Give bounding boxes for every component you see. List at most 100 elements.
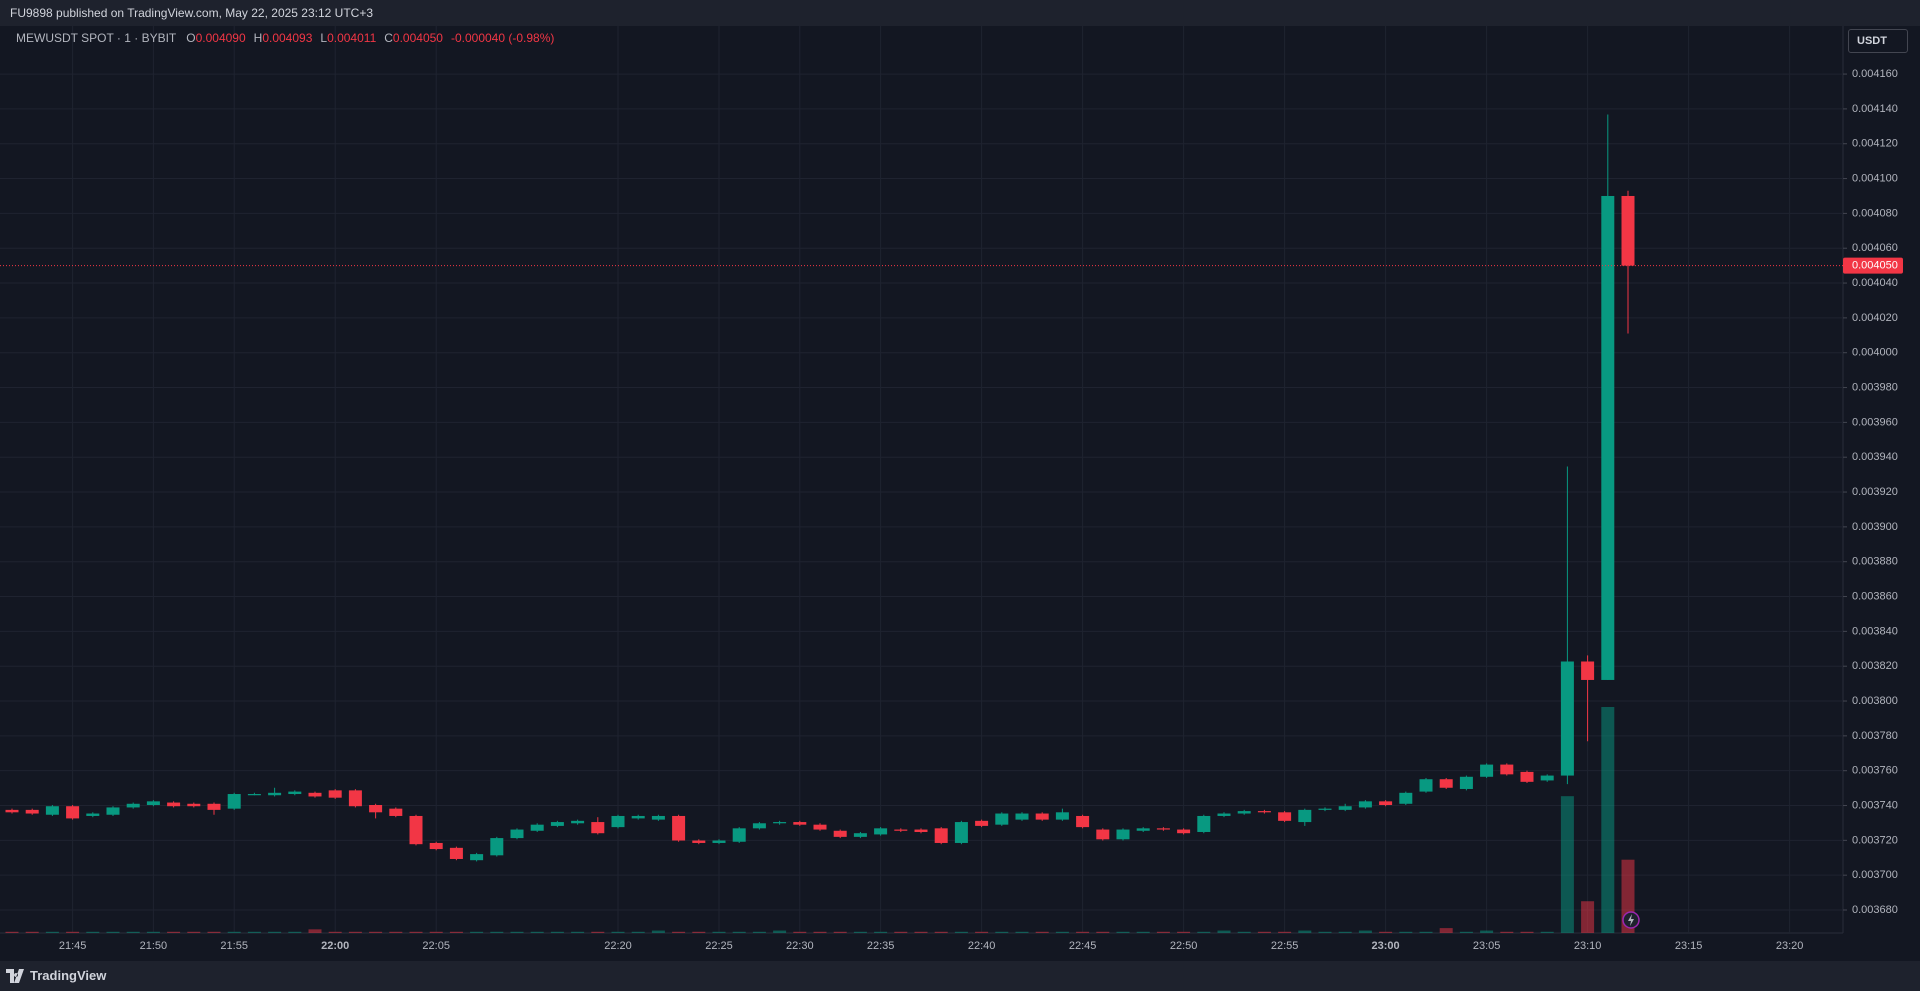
volume-bar — [1399, 931, 1413, 933]
volume-bar — [571, 931, 585, 933]
volume-bar — [813, 931, 827, 933]
candle-body — [409, 815, 423, 845]
volume-bar — [1338, 931, 1352, 933]
candle-body — [813, 824, 827, 830]
candle-body — [1540, 775, 1554, 781]
volume-bar — [25, 931, 39, 933]
volume-bar — [1257, 931, 1271, 933]
volume-bar — [45, 931, 59, 933]
volume-bar — [530, 931, 544, 933]
candle-body — [793, 822, 807, 825]
volume-bar — [328, 931, 342, 933]
candle-body — [530, 824, 544, 831]
candle-body — [591, 822, 605, 834]
candle-body — [25, 809, 39, 814]
candle-body — [732, 828, 746, 842]
volume-bar — [409, 931, 423, 933]
volume-bar — [348, 931, 362, 933]
candle-body — [1419, 779, 1433, 792]
candle-body — [106, 807, 120, 815]
legend-value: 0.004050 — [392, 31, 443, 45]
symbol: MEWUSDT SPOT · 1 · BYBIT — [16, 31, 177, 45]
volume-bar — [1136, 931, 1150, 933]
volume-bar — [86, 931, 100, 933]
volume-bar — [1035, 931, 1049, 933]
candle-body — [187, 803, 201, 807]
volume-bar — [914, 931, 928, 933]
y-tick-label: 0.004140 — [1852, 103, 1898, 115]
volume-bar — [268, 931, 282, 933]
volume-bar — [995, 931, 1009, 933]
candle-body — [1278, 812, 1292, 821]
legend-key: O — [186, 31, 196, 45]
candle-body — [1035, 813, 1049, 820]
volume-bar — [833, 931, 847, 933]
y-tick-label: 0.004060 — [1852, 242, 1898, 254]
candle-body — [1601, 195, 1615, 680]
y-tick-label: 0.004120 — [1852, 138, 1898, 150]
candle-body — [1076, 815, 1090, 828]
volume-bar — [227, 931, 241, 933]
volume-bar — [1197, 931, 1211, 933]
y-tick-label: 0.003940 — [1852, 451, 1898, 463]
y-tick-label: 0.003720 — [1852, 834, 1898, 846]
x-tick-label: 22:20 — [604, 940, 632, 952]
y-tick-label: 0.003920 — [1852, 486, 1898, 498]
volume-bar — [308, 929, 322, 933]
candle-body — [1399, 792, 1413, 804]
x-tick-label: 21:45 — [59, 940, 87, 952]
volume-bar — [288, 931, 302, 933]
candle-body — [611, 815, 625, 828]
x-tick-label: 23:15 — [1675, 940, 1703, 952]
candle-body — [752, 823, 766, 829]
axes: 0.003680 0.003700 0.003720 0.003740 0.003760… — [0, 68, 1903, 952]
candle-body — [490, 838, 504, 856]
volume-bar — [1156, 931, 1170, 933]
volume-bar — [207, 931, 221, 933]
candle-body — [5, 809, 19, 813]
volume-bar — [1379, 931, 1393, 933]
volume-bar — [672, 931, 686, 933]
candle-body — [1015, 813, 1029, 820]
grid — [0, 26, 1843, 933]
y-tick-label: 0.003680 — [1852, 904, 1898, 916]
y-tick-label: 0.003800 — [1852, 695, 1898, 707]
y-tick-label: 0.004020 — [1852, 312, 1898, 324]
candle-body — [1257, 811, 1271, 813]
candle-body — [874, 828, 888, 835]
legend: MEWUSDT SPOT · 1 · BYBIT O0.004090 H0.0040… — [16, 31, 562, 45]
candle-body — [914, 829, 928, 832]
y-tick-label: 0.003840 — [1852, 625, 1898, 637]
x-tick-label: 23:10 — [1574, 940, 1602, 952]
volume-bar — [1096, 931, 1110, 933]
legend-value: 0.004090 — [195, 31, 246, 45]
volume-bar — [732, 931, 746, 933]
candle-body — [227, 794, 241, 809]
last-price-tag — [1843, 257, 1903, 274]
candle-body — [1177, 829, 1191, 834]
volume-bar — [692, 931, 706, 933]
footer: TradingView — [0, 961, 1920, 991]
x-tick-label: 21:50 — [140, 940, 168, 952]
candle-body — [167, 802, 181, 807]
volume-bar — [106, 931, 120, 933]
candle-body — [1358, 801, 1372, 808]
candle-body — [1298, 809, 1312, 823]
x-tick-label: 22:50 — [1170, 940, 1198, 952]
candle-body — [328, 790, 342, 798]
candle-body — [1156, 828, 1170, 830]
volume-bar — [1601, 707, 1615, 933]
volume-bar — [1459, 931, 1473, 933]
volume-bar — [611, 931, 625, 933]
candle-body — [773, 822, 787, 824]
volume-bar — [5, 931, 19, 933]
volume-bar — [934, 931, 948, 933]
currency-button[interactable]: USDT — [1848, 29, 1908, 53]
candle-body — [692, 840, 706, 843]
volume-bar — [550, 931, 564, 933]
candle-body — [1237, 811, 1251, 814]
candle-body — [1217, 813, 1231, 816]
candle-body — [651, 815, 665, 820]
y-tick-label: 0.003900 — [1852, 521, 1898, 533]
